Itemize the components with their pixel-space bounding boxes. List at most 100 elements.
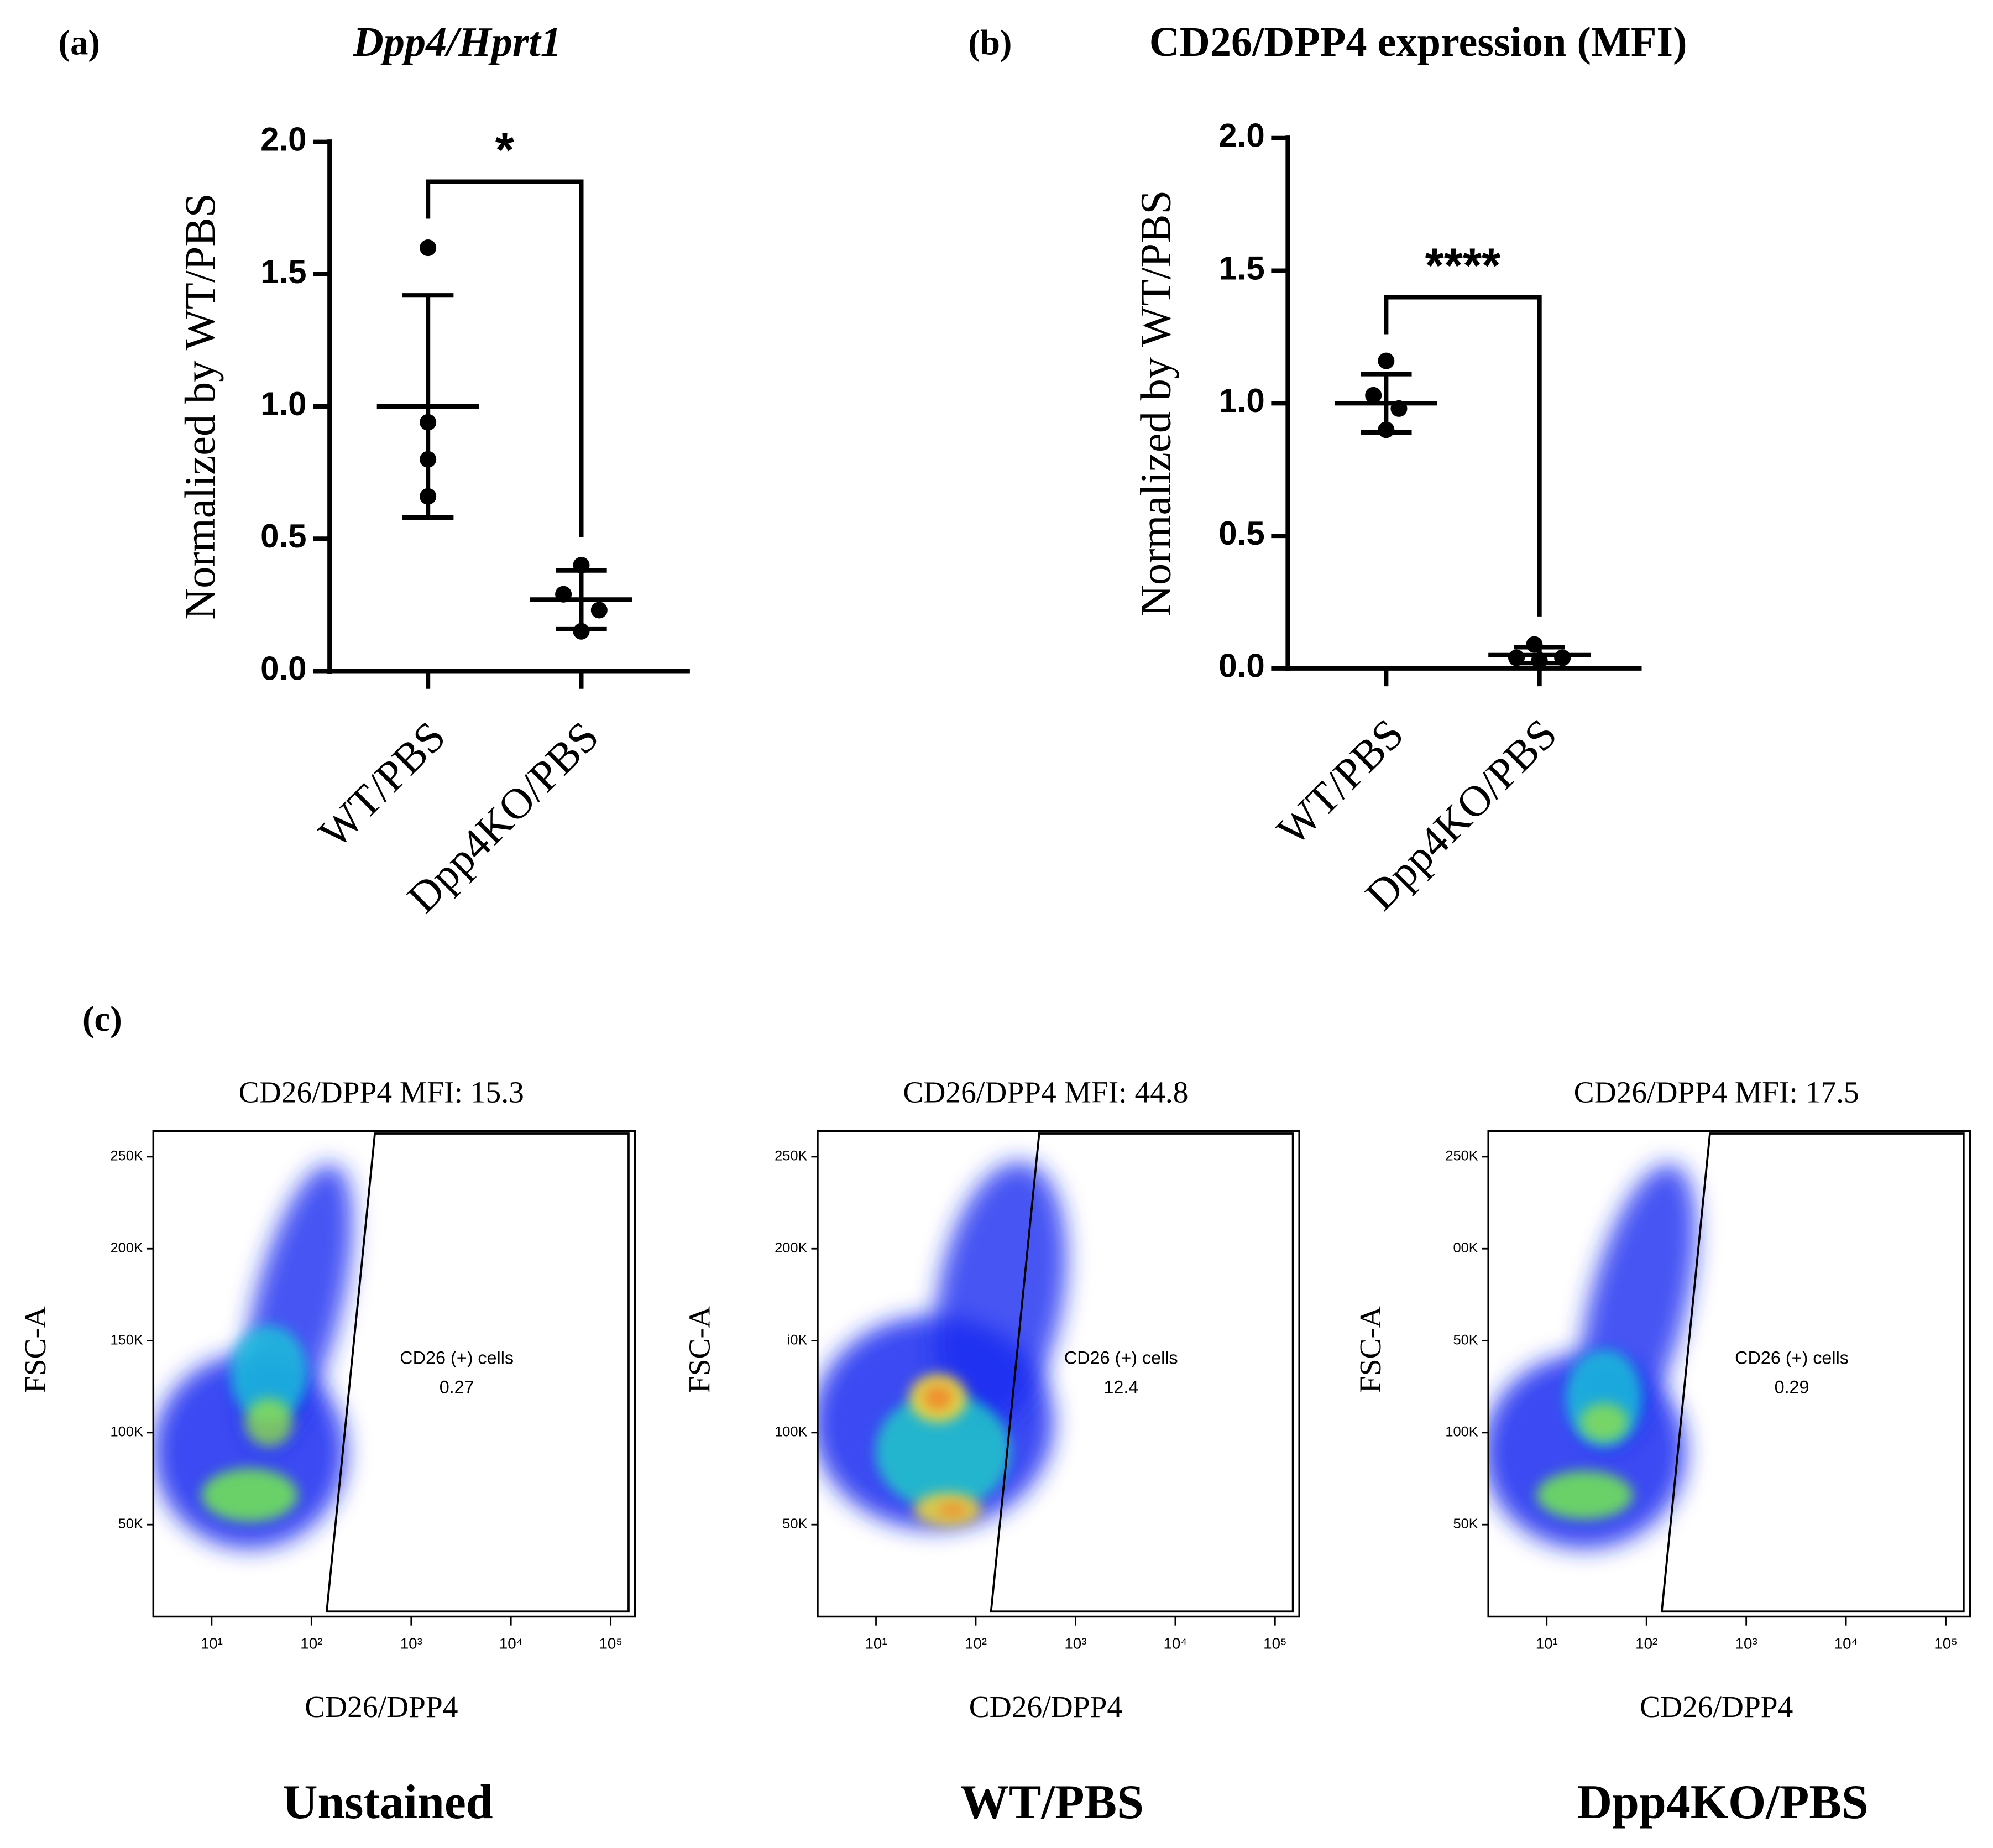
y-tick-label: 0.5 (260, 518, 307, 555)
density-cloud (244, 1398, 293, 1447)
y-tick-label: 1.0 (1218, 382, 1265, 419)
y-tick-label: 250K (110, 1149, 143, 1164)
y-tick-label: 1.0 (260, 385, 307, 422)
y-tick-label: 250K (1445, 1149, 1478, 1164)
data-point (555, 586, 572, 603)
density-cloud (201, 1468, 298, 1522)
y-axis-label: FSC-A (1353, 1306, 1387, 1393)
x-tick-label: 10² (965, 1635, 987, 1652)
gate-label: CD26 (+) cells (1735, 1348, 1849, 1368)
y-tick-label: 0.0 (260, 650, 307, 687)
x-tick-label: 10² (1635, 1635, 1657, 1652)
x-tick-label: 10¹ (201, 1635, 223, 1652)
data-point (573, 557, 590, 574)
gate-value: 0.29 (1775, 1377, 1809, 1397)
chart-title: CD26/DPP4 MFI: 44.8 (903, 1075, 1188, 1109)
y-tick-label: 200K (110, 1240, 143, 1256)
x-tick-label: 10³ (1735, 1635, 1757, 1652)
gate-value: 12.4 (1103, 1377, 1138, 1397)
y-tick-label: 0.0 (1218, 648, 1265, 685)
data-point (420, 451, 437, 468)
gate (990, 1132, 1294, 1613)
sample-label: WT/PBS (960, 1775, 1144, 1829)
panel-label: (a) (59, 22, 100, 62)
x-tick-label: WT/PBS (310, 712, 454, 857)
y-tick-label: 00K (1453, 1240, 1478, 1256)
data-point (1508, 649, 1525, 666)
y-tick-label: 100K (1445, 1424, 1478, 1440)
x-tick-label: 10⁵ (1263, 1635, 1286, 1652)
y-tick-label: 1.5 (1218, 249, 1265, 286)
density-cloud (230, 1325, 308, 1423)
density-cloud (1536, 1471, 1633, 1520)
sample-label: Unstained (283, 1775, 493, 1829)
density-cloud (923, 1386, 953, 1411)
panel-label: (b) (968, 22, 1012, 62)
y-axis-label: Normalized by WT/PBS (1131, 190, 1179, 617)
y-tick-label: 2.0 (260, 121, 307, 158)
y-tick-label: 100K (775, 1424, 807, 1440)
data-point (1365, 387, 1382, 404)
x-tick-label: 10² (300, 1635, 322, 1652)
x-axis-label: CD26/DPP4 (305, 1690, 458, 1724)
significance-label: **** (1425, 238, 1502, 293)
y-tick-label: 1.5 (260, 253, 307, 290)
density-plot (817, 1161, 1067, 1529)
data-point (420, 414, 437, 431)
y-tick-label: 250K (775, 1149, 807, 1164)
data-point (1554, 649, 1571, 666)
y-tick-label: 100K (110, 1424, 143, 1440)
plot-frame (1487, 1130, 1971, 1618)
panel-label: (c) (82, 999, 122, 1038)
y-tick-label: 50K (782, 1516, 807, 1532)
x-axis-label: CD26/DPP4 (969, 1690, 1122, 1724)
chart-title: CD26/DPP4 expression (MFI) (1149, 19, 1687, 65)
gate-label: CD26 (+) cells (1064, 1348, 1178, 1368)
x-axis-label: CD26/DPP4 (1640, 1690, 1793, 1724)
data-point (1531, 652, 1548, 669)
chart-title: Dpp4/Hprt1 (353, 19, 562, 65)
y-tick-label: 50K (1453, 1516, 1478, 1532)
significance-label: * (495, 123, 515, 177)
y-tick-label: 200K (775, 1240, 807, 1256)
x-tick-label: 10⁵ (1934, 1635, 1957, 1652)
density-cloud (934, 1161, 1067, 1431)
y-tick-label: 50K (1453, 1332, 1478, 1348)
data-point (1390, 400, 1408, 417)
y-tick-label: 50K (118, 1516, 143, 1532)
chart-title: CD26/DPP4 MFI: 17.5 (1574, 1075, 1859, 1109)
x-tick-label: 10¹ (1536, 1635, 1558, 1652)
data-point (1378, 421, 1395, 438)
density-plot (153, 1164, 353, 1549)
x-tick-label: 10⁴ (1164, 1635, 1188, 1652)
data-point (590, 602, 608, 619)
data-point (420, 488, 437, 505)
x-tick-label: 10³ (1064, 1635, 1086, 1652)
x-tick-label: 10¹ (865, 1635, 887, 1652)
density-cloud (875, 1393, 1011, 1510)
data-point (1378, 352, 1395, 369)
y-axis-label: FSC-A (683, 1306, 716, 1393)
density-plot (1488, 1164, 1697, 1549)
significance-bracket (1384, 295, 1542, 617)
y-axis-label: Normalized by WT/PBS (176, 194, 224, 620)
y-axis-label: FSC-A (18, 1306, 52, 1393)
density-cloud (1579, 1403, 1628, 1442)
x-tick-label: WT/PBS (1268, 709, 1413, 854)
data-point (1526, 636, 1543, 653)
chart-title: CD26/DPP4 MFI: 15.3 (239, 1075, 524, 1109)
gate-label: CD26 (+) cells (400, 1348, 514, 1368)
x-tick-label: 10⁴ (1834, 1635, 1858, 1652)
x-tick-label: 10³ (400, 1635, 422, 1652)
x-tick-label: 10⁴ (499, 1635, 523, 1652)
gate (1660, 1132, 1965, 1613)
y-tick-label: i0K (787, 1332, 808, 1348)
density-cloud (938, 1502, 967, 1517)
data-point (573, 623, 590, 640)
gate (325, 1132, 630, 1613)
y-tick-label: 150K (110, 1332, 143, 1348)
plot-frame (152, 1130, 636, 1618)
y-tick-label: 0.5 (1218, 515, 1265, 552)
